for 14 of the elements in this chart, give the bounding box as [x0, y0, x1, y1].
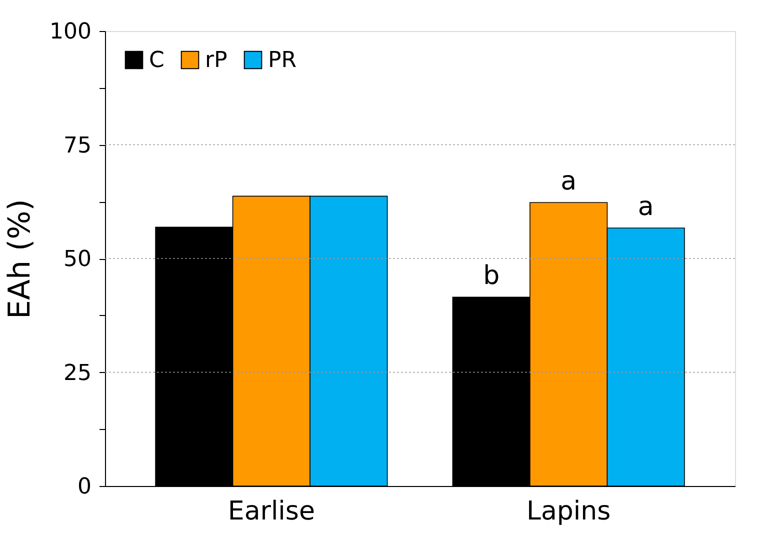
y-tick-label: 25 [64, 360, 92, 386]
y-tick-label: 100 [50, 20, 92, 44]
legend-label: PR [268, 48, 297, 73]
x-tick-label: Earlise [228, 496, 315, 526]
x-tick-label: Lapins [526, 496, 611, 526]
y-tick-label: 50 [64, 247, 92, 272]
y-tick-label: 0 [78, 474, 92, 500]
legend-label: rP [205, 48, 228, 73]
annotation: a [638, 192, 654, 222]
legend-label: C [149, 48, 164, 73]
annotation: b [483, 261, 500, 292]
annotation: a [560, 166, 577, 197]
y-tick-label: 75 [64, 133, 92, 158]
y-axis-title: EAh (%) [2, 199, 38, 319]
